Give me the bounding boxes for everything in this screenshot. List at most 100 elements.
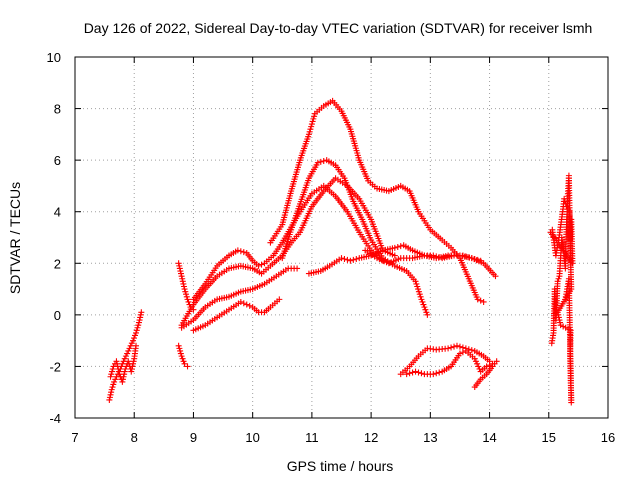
data-point (474, 256, 481, 263)
y-tick-label: -2 (49, 359, 61, 374)
data-point (562, 296, 569, 303)
data-point (555, 275, 562, 282)
data-point (474, 296, 481, 303)
data-point (111, 378, 118, 385)
x-tick-label: 10 (245, 430, 259, 445)
data-point (391, 244, 398, 251)
x-axis-label: GPS time / hours (287, 458, 394, 474)
y-tick-label: 0 (54, 308, 61, 323)
data-point (391, 252, 398, 259)
data-point (176, 265, 183, 272)
data-point (122, 353, 129, 360)
data-point (121, 368, 128, 375)
data-point (420, 301, 427, 308)
data-point (415, 369, 422, 376)
data-point (176, 262, 183, 269)
data-point (180, 280, 187, 287)
data-point (422, 306, 429, 313)
data-point (418, 370, 425, 377)
data-point (445, 345, 452, 352)
data-point (122, 366, 129, 373)
data-point (341, 255, 348, 262)
data-point (246, 302, 253, 309)
data-point (310, 115, 317, 122)
data-point (309, 118, 316, 125)
data-point (416, 291, 423, 298)
data-point (406, 370, 413, 377)
data-point (492, 273, 499, 280)
data-point (306, 128, 313, 135)
data-point (124, 350, 131, 357)
data-point (557, 319, 564, 326)
data-point (180, 283, 187, 290)
data-point (456, 350, 463, 357)
data-point (234, 247, 241, 254)
x-tick-label: 9 (190, 430, 197, 445)
data-point (471, 355, 478, 362)
data-point (353, 255, 360, 262)
data-point (308, 123, 315, 130)
data-point (477, 257, 484, 264)
data-point (317, 158, 324, 165)
chart-title: Day 126 of 2022, Sidereal Day-to-day VTE… (84, 20, 593, 36)
data-point (134, 324, 141, 331)
data-point (184, 363, 191, 370)
data-point (419, 298, 426, 305)
data-point (138, 309, 145, 316)
data-point (110, 381, 117, 388)
data-point (132, 342, 139, 349)
data-point (276, 296, 283, 303)
data-point (414, 283, 421, 290)
data-point (106, 396, 113, 403)
data-point (114, 360, 121, 367)
data-point (471, 255, 478, 262)
y-tick-label: 10 (47, 50, 61, 65)
data-point (433, 370, 440, 377)
data-point (178, 273, 185, 280)
data-point (177, 347, 184, 354)
data-point (177, 268, 184, 275)
data-point (237, 248, 244, 255)
data-point (424, 311, 431, 318)
y-tick-label: -4 (49, 411, 61, 426)
data-point (127, 342, 134, 349)
data-point (106, 394, 113, 401)
data-point (240, 249, 247, 256)
data-point (183, 293, 190, 300)
data-point (121, 355, 128, 362)
data-point (415, 286, 422, 293)
data-point (130, 360, 137, 367)
data-point (562, 200, 569, 207)
data-point (179, 278, 186, 285)
data-point (462, 253, 469, 260)
data-point (554, 309, 561, 316)
x-tick-label: 8 (131, 430, 138, 445)
data-point (177, 350, 184, 357)
y-tick-label: 2 (54, 256, 61, 271)
data-point (555, 311, 562, 318)
data-point (453, 342, 460, 349)
data-point (115, 368, 122, 375)
data-point (480, 298, 487, 305)
data-point (430, 371, 437, 378)
data-point (133, 327, 140, 334)
data-point (493, 358, 500, 365)
data-point (307, 126, 314, 133)
data-point (128, 368, 135, 375)
data-point (486, 362, 493, 369)
data-point (338, 255, 345, 262)
data-point (305, 131, 312, 138)
data-point (243, 301, 250, 308)
data-point (113, 358, 120, 365)
axis-ticks: 7 8 9 10 11 12 13 14 15 16 -4 -2 0 2 4 6 8 10 (47, 50, 616, 445)
data-point (555, 314, 562, 321)
y-tick-label: 8 (54, 102, 61, 117)
data-point (125, 358, 132, 365)
data-point (107, 373, 114, 380)
data-point (179, 355, 186, 362)
data-point (119, 378, 126, 385)
data-point (183, 291, 190, 298)
data-point (114, 363, 121, 370)
data-point (561, 198, 568, 205)
data-point (108, 371, 115, 378)
